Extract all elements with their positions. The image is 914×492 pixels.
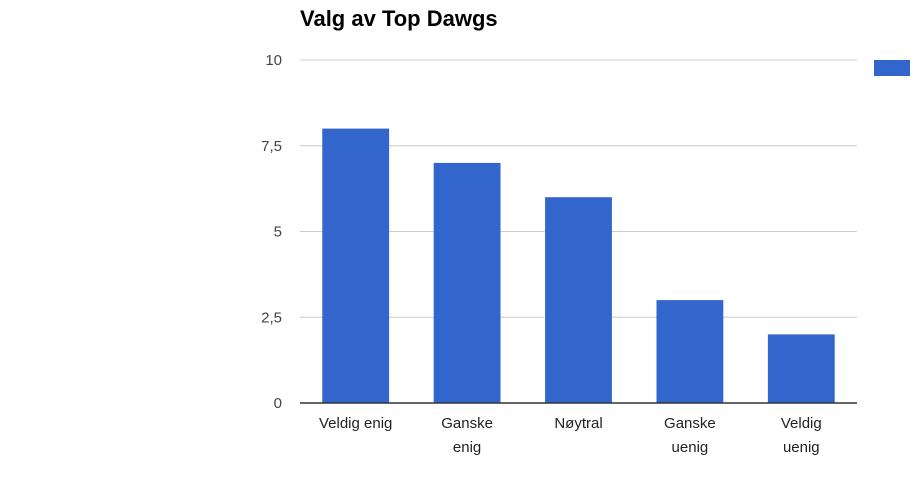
x-tick-label: enig xyxy=(453,439,481,456)
bar xyxy=(656,300,724,403)
y-tick-label: 7,5 xyxy=(261,138,282,155)
y-tick-label: 10 xyxy=(265,52,282,69)
x-tick-label: Veldig enig xyxy=(319,415,392,432)
y-axis-ticks: 0 2,5 5 7,5 10 xyxy=(261,52,282,412)
x-tick-label: Veldig xyxy=(781,415,822,432)
x-axis-labels: Veldig enig Ganske enig Nøytral Ganske uenig V… xyxy=(319,415,822,456)
x-tick-label: Ganske xyxy=(441,415,493,432)
x-tick-label: Nøytral xyxy=(554,415,602,432)
y-tick-label: 5 xyxy=(274,224,282,241)
x-tick-label: uenig xyxy=(783,439,820,456)
y-tick-label: 0 xyxy=(274,395,282,412)
x-tick-label: uenig xyxy=(672,439,709,456)
y-tick-label: 2,5 xyxy=(261,309,282,326)
chart-title: Valg av Top Dawgs xyxy=(300,6,498,31)
bar xyxy=(545,197,612,403)
bars xyxy=(322,128,835,403)
bar xyxy=(767,334,835,403)
x-tick-label: Ganske xyxy=(664,415,716,432)
bar xyxy=(433,162,501,403)
bar xyxy=(322,128,390,403)
legend-swatch xyxy=(874,60,910,76)
